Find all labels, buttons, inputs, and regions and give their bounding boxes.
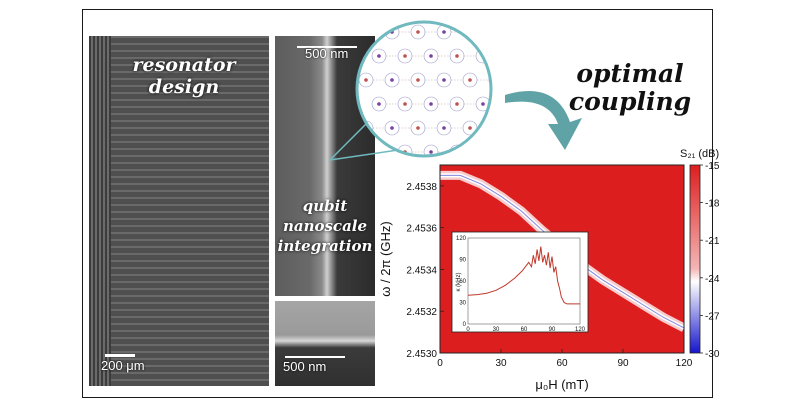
- resonator-sem-image: resonator design 200 μm: [89, 36, 269, 386]
- heatmap-y-axis-label: ω / 2π (GHz): [378, 221, 393, 296]
- colorbar-tick-label: -21: [705, 236, 720, 247]
- lattice-node: [416, 30, 420, 34]
- lattice-node: [455, 54, 459, 58]
- resonator-label-line-2: design: [148, 76, 220, 98]
- lattice-node: [494, 78, 498, 82]
- cross-section-scale-label: 500 nm: [283, 359, 327, 374]
- lattice-node: [377, 102, 381, 106]
- lattice-node: [377, 54, 381, 58]
- lattice-ring: [502, 49, 516, 63]
- qubit-label: qubit nanoscale integration: [275, 196, 375, 256]
- lattice-node: [364, 78, 368, 82]
- heatmap-y-tick-label: 2.4534: [406, 265, 437, 276]
- title-line-2: coupling: [568, 87, 692, 116]
- heatmap-x-tick-label: 90: [617, 358, 629, 369]
- heatmap-x-tick-label: 120: [676, 358, 693, 369]
- heatmap-x-tick-label: 0: [437, 358, 443, 369]
- inset-y-tick-label: 0: [463, 322, 467, 328]
- lattice-ring: [488, 120, 491, 136]
- lattice-node: [507, 54, 511, 58]
- lattice-node: [494, 30, 498, 34]
- qubit-label-line-2: nanoscale: [282, 217, 368, 235]
- lattice-ring: [358, 24, 374, 40]
- cross-section-scale-bar: [285, 356, 345, 358]
- colorbar-tick-label: -24: [705, 274, 720, 285]
- lattice-node: [416, 78, 420, 82]
- heatmap-y-tick-label: 2.4532: [406, 307, 437, 318]
- inset-y-axis-label: κ (kHz): [456, 273, 462, 292]
- qubit-label-line-1: qubit: [302, 197, 348, 215]
- lattice-node: [442, 126, 446, 130]
- colorbar-tick-label: -18: [705, 199, 720, 210]
- resonator-label-line-1: resonator: [132, 54, 236, 76]
- colorbar-label: S₂₁ (dB): [680, 148, 719, 160]
- cross-section-sem-image: 500 nm: [275, 301, 375, 386]
- lattice-node: [468, 126, 472, 130]
- lattice-ring: [475, 144, 491, 156]
- lattice-ring: [488, 24, 491, 40]
- lattice-node: [455, 150, 459, 154]
- lattice-node: [429, 150, 433, 154]
- heatmap-x-tick-label: 30: [495, 358, 507, 369]
- heatmap-y-tick-label: 2.4538: [406, 182, 437, 193]
- inset-x-tick-label: 30: [493, 327, 500, 333]
- lattice-node: [364, 30, 368, 34]
- resonator-scale-bar: [105, 354, 135, 357]
- lattice-node: [494, 126, 498, 130]
- inset-y-tick-label: 60: [459, 279, 466, 285]
- inset-x-tick-label: 90: [549, 327, 556, 333]
- lattice-node: [442, 78, 446, 82]
- title-line-1: optimal: [576, 59, 684, 88]
- colorbar-tick-label: -15: [705, 161, 720, 172]
- inset-x-tick-label: 0: [466, 327, 470, 333]
- heatmap-y-tick-label: 2.4536: [406, 224, 437, 235]
- lattice-node: [507, 150, 511, 154]
- optimal-coupling-title: optimal coupling: [560, 60, 700, 116]
- heatmap-x-axis-label: μ₀H (mT): [535, 377, 588, 392]
- qubit-label-line-3: integration: [277, 237, 373, 255]
- molecular-lattice-inset: [355, 20, 516, 159]
- lattice-node: [429, 54, 433, 58]
- colorbar-tick-label: -27: [705, 311, 720, 322]
- inset-axes: [467, 237, 581, 325]
- lattice-node: [481, 150, 485, 154]
- lattice-node: [429, 102, 433, 106]
- resonator-feedline: [89, 36, 111, 386]
- lattice-node: [442, 30, 446, 34]
- inset-x-tick-label: 120: [575, 327, 586, 333]
- inset-linewidth-series: [467, 246, 580, 305]
- lattice-node: [468, 78, 472, 82]
- lattice-node: [507, 102, 511, 106]
- inset-x-tick-label: 60: [521, 327, 528, 333]
- colorbar: -15 -18 -21 -24 -27 -30 S₂₁ (dB): [680, 148, 720, 360]
- heatmap-y-tick-label: 2.4530: [406, 349, 437, 360]
- lattice-node: [481, 102, 485, 106]
- qubit-scale-label-top: 500 nm: [305, 46, 349, 61]
- inset-y-tick-label: 120: [456, 236, 467, 242]
- heatmap-x-tick-label: 60: [556, 358, 568, 369]
- lattice-node: [403, 102, 407, 106]
- curved-arrow: [505, 91, 582, 150]
- resonator-scale-label: 200 μm: [101, 358, 145, 373]
- lattice-node: [390, 78, 394, 82]
- inset-y-tick-label: 30: [459, 301, 466, 307]
- lattice-ring: [502, 145, 516, 159]
- lattice-node: [390, 126, 394, 130]
- lattice-node: [455, 102, 459, 106]
- lattice-node: [416, 126, 420, 130]
- lattice-node: [468, 30, 472, 34]
- inset-y-tick-label: 90: [459, 258, 466, 264]
- linewidth-inset-plot: 0 30 60 90 120 0 30 60 90 120 κ (kHz): [451, 231, 589, 333]
- resonator-label: resonator design: [109, 54, 259, 98]
- qubit-scale-bar-top: [297, 46, 357, 48]
- zoom-line-bottom: [329, 149, 399, 161]
- lattice-node: [403, 54, 407, 58]
- colorbar-tick-label: -30: [705, 349, 720, 360]
